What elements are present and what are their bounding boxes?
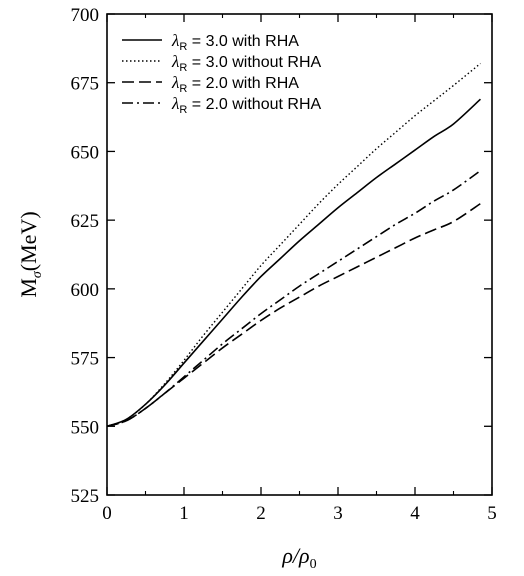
series-line-4 <box>106 170 481 428</box>
y-tick-label: 700 <box>71 5 100 26</box>
y-tick-label: 600 <box>71 280 100 301</box>
legend-label-2: λR = 3.0 without RHA <box>171 52 322 74</box>
y-tick-label: 525 <box>71 486 100 507</box>
x-tick-label: 3 <box>333 503 343 524</box>
axis-ticks <box>106 13 493 496</box>
legend-label-1: λR = 3.0 with RHA <box>171 31 299 53</box>
series-line-1 <box>106 98 481 428</box>
y-tick-label: 650 <box>71 142 100 163</box>
series-line-2 <box>106 62 481 427</box>
tick-labels: 0 1 2 3 4 5 525 550 575 600 625 650 675 700 <box>71 5 497 524</box>
y-tick-label: 575 <box>71 349 100 370</box>
x-axis-label: ρ/ρ0 <box>281 543 316 572</box>
y-axis-label: Mσ(MeV) <box>16 211 45 297</box>
plot-frame <box>106 13 493 496</box>
x-tick-label: 5 <box>487 503 497 524</box>
y-tick-label: 550 <box>71 417 100 438</box>
x-tick-label: 4 <box>410 503 420 524</box>
x-tick-label: 1 <box>179 503 189 524</box>
y-tick-label: 625 <box>71 211 100 232</box>
y-tick-label: 675 <box>71 74 100 95</box>
series-line-3 <box>106 202 481 428</box>
x-tick-label: 0 <box>102 503 112 524</box>
x-tick-label: 2 <box>256 503 266 524</box>
legend-label-4: λR = 2.0 without RHA <box>171 94 322 116</box>
legend-label-3: λR = 2.0 with RHA <box>171 73 299 95</box>
plot-lines <box>106 62 481 428</box>
